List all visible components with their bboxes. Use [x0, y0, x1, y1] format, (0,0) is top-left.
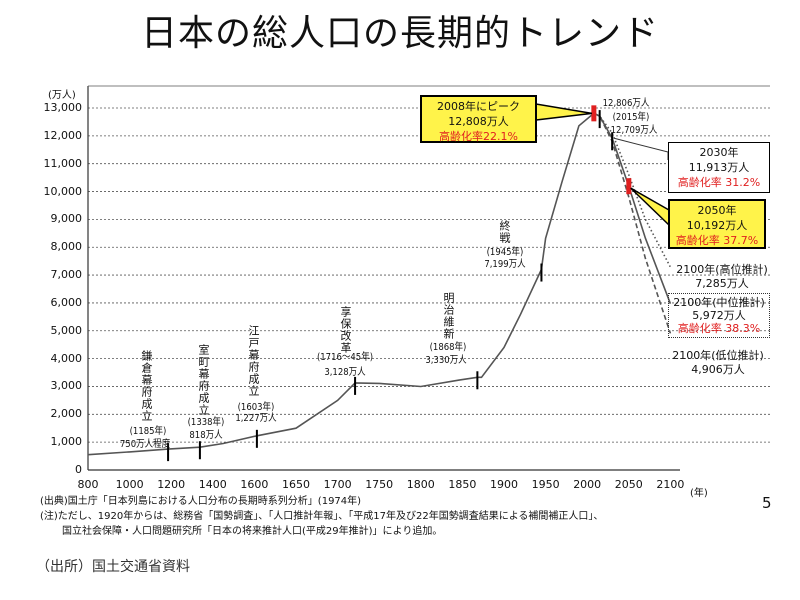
event-marker: [255, 429, 258, 448]
event-meiji: 明治維新: [442, 292, 455, 340]
pop-2100-low: 4,906万人: [691, 363, 745, 376]
x-tick-label: 2100: [656, 478, 685, 491]
year-kamakura: (1185年): [129, 426, 167, 437]
pop-muromachi: 818万人: [189, 430, 223, 441]
year-edo: (1603年): [237, 402, 275, 413]
label-2100-mid: 2100年(中位推計): [673, 296, 765, 309]
y-tick-label: 1,000: [50, 435, 83, 449]
series-line-solid: [87, 112, 595, 456]
y-tick-label: 9,000: [50, 212, 83, 226]
aging-2050: 高齢化率 37.7%: [675, 234, 759, 247]
note-line-2: 国立社会保障・人口問題研究所「日本の将来推計人口(平成29年推計)」により追加。: [62, 526, 443, 537]
pop-kyoho: 3,128万人: [324, 367, 366, 378]
slide-number: 5: [762, 494, 772, 512]
y-axis-unit: (万人): [48, 90, 76, 101]
pop-meiji: 3,330万人: [425, 355, 467, 366]
aging-2100-mid: 高齢化率 38.3%: [677, 322, 761, 335]
x-tick-label: 1750: [365, 478, 394, 491]
x-tick-label: 800: [77, 478, 99, 491]
y-tick-label: 8,000: [50, 240, 83, 254]
x-tick-label: 2050: [614, 478, 643, 491]
x-tick-label: 1650: [282, 478, 310, 491]
event-marker: [626, 178, 632, 195]
x-tick-label: 1950: [531, 478, 560, 491]
event-kyoho: 享保改革: [339, 306, 352, 354]
pop-2100-high: 7,285万人: [695, 277, 749, 290]
callout-2050: 2050年 10,192万人 高齢化率 37.7%: [668, 199, 766, 249]
event-war-end: 終戦: [498, 220, 511, 244]
y-tick-label: 7,000: [50, 268, 83, 282]
event-marker: [598, 110, 601, 129]
y-tick-label: 0: [75, 463, 82, 476]
pop-kamakura: 750万人程度: [119, 439, 171, 450]
y-tick-label: 6,000: [50, 295, 83, 309]
y-tick-label: 10,000: [43, 184, 83, 198]
pop-2015-top: 12,806万人: [602, 98, 650, 109]
y-tick-label: 4,000: [50, 351, 83, 365]
year-muromachi: (1338年): [187, 417, 225, 428]
x-tick-label: 1600: [240, 478, 269, 491]
event-marker: [198, 441, 201, 460]
page-title: 日本の総人口の長期的トレンド: [140, 13, 659, 54]
x-tick-label: 1900: [490, 478, 518, 491]
x-tick-label: 1400: [198, 478, 227, 491]
pop-2100-mid: 5,972万人: [692, 309, 746, 322]
pop-2050: 10,192万人: [686, 219, 748, 232]
pop-2030: 11,913万人: [688, 161, 750, 174]
event-marker: [591, 105, 597, 122]
pop-2015: 12,709万人: [610, 125, 658, 136]
year-war-end: (1945年): [486, 247, 524, 258]
aging-2030: 高齢化率 31.2%: [677, 176, 761, 189]
x-axis-unit: (年): [690, 488, 708, 499]
event-marker: [540, 263, 543, 282]
event-kamakura: 鎌倉幕府成立: [140, 350, 153, 422]
x-tick-label: 1200: [157, 478, 186, 491]
year-meiji: (1868年): [429, 342, 467, 353]
series-line-dashed: [593, 112, 672, 334]
label-2100-high: 2100年(高位推計): [676, 263, 768, 276]
event-marker: [354, 376, 357, 395]
event-marker: [167, 443, 170, 462]
callout-2100-mid: 2100年(中位推計) 5,972万人 高齢化率 38.3%: [668, 293, 770, 338]
x-tick-label: 1800: [406, 478, 435, 491]
event-muromachi: 室町幕府成立: [197, 344, 210, 416]
label-2100-low: 2100年(低位推計): [672, 349, 764, 362]
x-tick-label: 1850: [448, 478, 477, 491]
pop-war-end: 7,199万人: [484, 259, 526, 270]
y-tick-label: 12,000: [43, 128, 83, 142]
label-2050: 2050年: [697, 204, 737, 217]
label-2030: 2030年: [699, 146, 739, 159]
x-tick-label: 1000: [115, 478, 144, 491]
peak-label: 2008年にピーク: [437, 100, 520, 113]
y-tick-label: 3,000: [50, 379, 83, 393]
event-marker: [476, 371, 479, 390]
origin-note: （出所）国土交通省資料: [36, 559, 190, 575]
year-kyoho: (1716～45年): [316, 352, 374, 363]
event-marker: [611, 132, 614, 151]
year-2015: (2015年): [612, 112, 650, 123]
y-tick-label: 11,000: [43, 156, 83, 170]
callout-2100-high: 2100年(高位推計) 7,285万人: [672, 263, 772, 291]
peak-pointer: [535, 103, 592, 121]
x-tick-label: 2000: [573, 478, 602, 491]
pop-edo: 1,227万人: [235, 413, 277, 424]
y-tick-label: 2,000: [50, 407, 83, 421]
source-note: (出典)国土庁「日本列島における人口分布の長期時系列分析」(1974年): [40, 496, 362, 507]
peak-value: 12,808万人: [448, 115, 509, 128]
event-edo: 江戸幕府成立: [247, 325, 260, 397]
y-tick-label: 13,000: [43, 101, 83, 114]
y-tick-label: 5,000: [50, 323, 83, 337]
callout-2100-low: 2100年(低位推計) 4,906万人: [668, 349, 768, 377]
peak-aging-rate: 高齢化率22.1%: [439, 130, 518, 143]
x-tick-label: 1700: [323, 478, 352, 491]
callout-2030: 2030年 11,913万人 高齢化率 31.2%: [668, 142, 770, 193]
note-line-1: (注)ただし、1920年からは、総務省「国勢調査」、「人口推計年報」、「平成17…: [40, 511, 604, 522]
peak-callout: 2008年にピーク 12,808万人 高齢化率22.1%: [420, 95, 537, 143]
